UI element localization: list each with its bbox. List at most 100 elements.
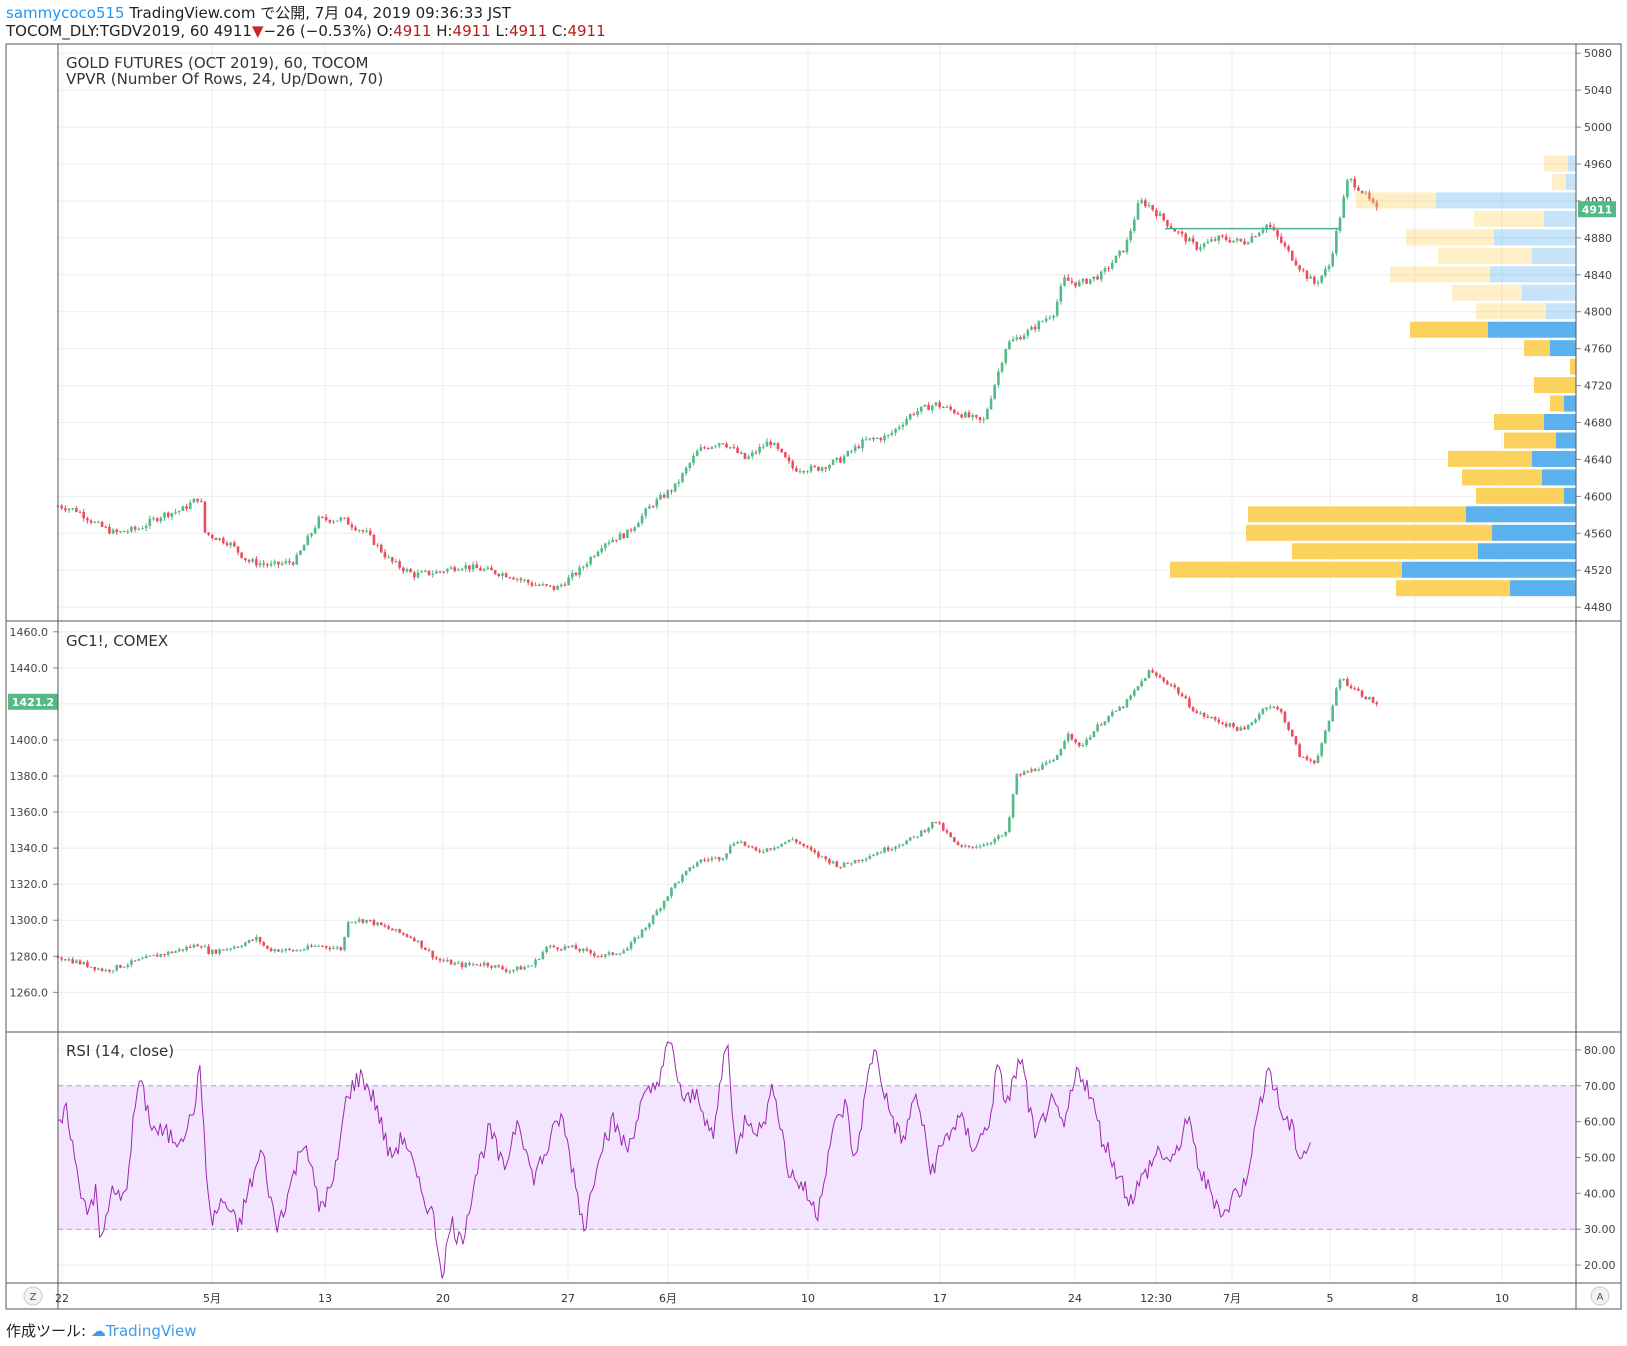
candle	[673, 483, 677, 492]
candle	[1063, 740, 1066, 750]
candle	[471, 564, 475, 570]
candle	[185, 506, 188, 509]
candle	[1342, 679, 1346, 681]
candle	[589, 556, 592, 565]
candle	[875, 438, 879, 440]
candle	[912, 836, 916, 838]
candle	[1375, 702, 1379, 705]
candle	[424, 570, 427, 572]
candle	[394, 561, 398, 563]
candle	[930, 405, 934, 411]
candle	[912, 414, 916, 416]
candle	[310, 533, 313, 536]
x-tick-label: 7月	[1223, 1292, 1241, 1305]
candle	[1261, 709, 1265, 715]
candle	[853, 860, 857, 864]
candle	[479, 568, 482, 571]
candle	[795, 468, 798, 472]
candle	[706, 859, 710, 861]
candle	[938, 402, 941, 408]
volume-profile-bar-down	[1494, 414, 1544, 431]
candle	[177, 510, 181, 512]
candle	[743, 453, 747, 459]
candle	[449, 567, 453, 569]
candle	[677, 881, 681, 884]
candle	[530, 965, 534, 967]
candle	[387, 926, 390, 929]
candle	[1232, 723, 1235, 727]
candle	[93, 966, 97, 970]
candle	[1110, 711, 1114, 717]
candle	[504, 969, 508, 972]
candle	[662, 494, 666, 498]
candle	[1015, 337, 1019, 340]
candle	[479, 965, 482, 967]
tradingview-link[interactable]: TradingView	[105, 1322, 197, 1340]
candle	[618, 953, 622, 955]
candle	[1129, 695, 1132, 700]
auto-scale-button[interactable]	[1590, 1286, 1610, 1306]
candle	[255, 559, 258, 566]
candle	[537, 958, 541, 960]
candle	[997, 835, 1000, 839]
candle	[923, 830, 927, 832]
candle	[438, 571, 442, 573]
candle	[978, 846, 982, 848]
candle	[100, 968, 104, 971]
candle	[1151, 670, 1154, 673]
candle	[82, 512, 86, 519]
candle	[1008, 817, 1011, 832]
candle	[662, 900, 666, 909]
candle	[820, 856, 824, 858]
candle	[651, 506, 655, 508]
candle	[655, 910, 659, 916]
candle	[409, 936, 412, 939]
candle	[321, 945, 324, 947]
candle	[736, 447, 739, 454]
candle	[802, 471, 806, 473]
candle	[673, 883, 677, 888]
candle	[1283, 242, 1287, 247]
candle	[949, 832, 952, 838]
candle	[1081, 278, 1085, 282]
candle	[725, 853, 728, 859]
candle	[1327, 266, 1331, 269]
candle	[137, 959, 141, 961]
candle	[1290, 729, 1294, 737]
candle	[721, 443, 725, 445]
candle	[1177, 231, 1180, 233]
candle	[1232, 240, 1235, 243]
candle	[1257, 714, 1261, 720]
candle	[688, 463, 692, 468]
candle	[1298, 265, 1301, 270]
author-link[interactable]: sammycoco515	[6, 4, 125, 22]
candle	[1022, 771, 1026, 775]
y-tick-label: 5040	[1584, 84, 1612, 97]
candle	[324, 945, 328, 948]
y-tick-label: 5080	[1584, 47, 1612, 60]
auto-zoom-button[interactable]	[23, 1286, 43, 1306]
candle	[1279, 709, 1283, 712]
candle	[468, 963, 471, 965]
candle	[335, 520, 339, 522]
candle	[115, 529, 119, 533]
candle	[861, 859, 864, 862]
candle	[306, 945, 310, 950]
candle	[791, 461, 794, 469]
candle	[593, 953, 596, 956]
candle	[185, 946, 188, 951]
candle	[1195, 241, 1199, 250]
candle	[203, 501, 207, 533]
candle	[795, 839, 798, 843]
candle	[486, 567, 490, 570]
candle	[857, 446, 861, 449]
y-tick-label: 4640	[1584, 453, 1612, 466]
candle	[747, 456, 750, 459]
candle	[210, 534, 214, 538]
candle	[1133, 690, 1136, 696]
candle	[1177, 687, 1180, 694]
candle	[1011, 339, 1015, 342]
candle	[1077, 742, 1081, 747]
candle	[879, 852, 883, 854]
